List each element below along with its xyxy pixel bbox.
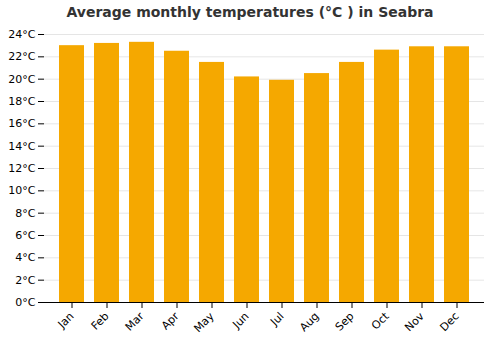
svg-text:16°C: 16°C [8,117,35,130]
svg-text:Aug: Aug [297,310,321,334]
svg-text:Dec: Dec [437,310,461,334]
svg-text:2°C: 2°C [15,274,35,287]
svg-text:Mar: Mar [123,309,147,333]
svg-text:20°C: 20°C [8,73,35,86]
svg-text:14°C: 14°C [8,140,35,153]
svg-text:18°C: 18°C [8,95,35,108]
svg-text:12°C: 12°C [8,162,35,175]
svg-text:May: May [191,309,217,335]
svg-text:22°C: 22°C [8,50,35,63]
html-text:Average monthly temperatures (: Average monthly temperatures (°C ) in Se… [66,4,434,20]
svg-text:Apr: Apr [159,309,182,332]
svg-text:10°C: 10°C [8,184,35,197]
svg-text:0°C: 0°C [15,296,35,309]
svg-text:Nov: Nov [402,309,427,334]
svg-text:8°C: 8°C [15,207,35,220]
svg-text:Feb: Feb [89,310,112,333]
svg-text:Oct: Oct [369,309,392,332]
svg-text:Jun: Jun [230,310,252,332]
svg-text:4°C: 4°C [15,251,35,264]
svg-text:24°C: 24°C [8,28,35,41]
svg-text:6°C: 6°C [15,229,35,242]
svg-text:Jan: Jan [55,310,77,332]
svg-text:Jul: Jul [267,310,286,329]
svg-text:Sep: Sep [333,310,357,334]
